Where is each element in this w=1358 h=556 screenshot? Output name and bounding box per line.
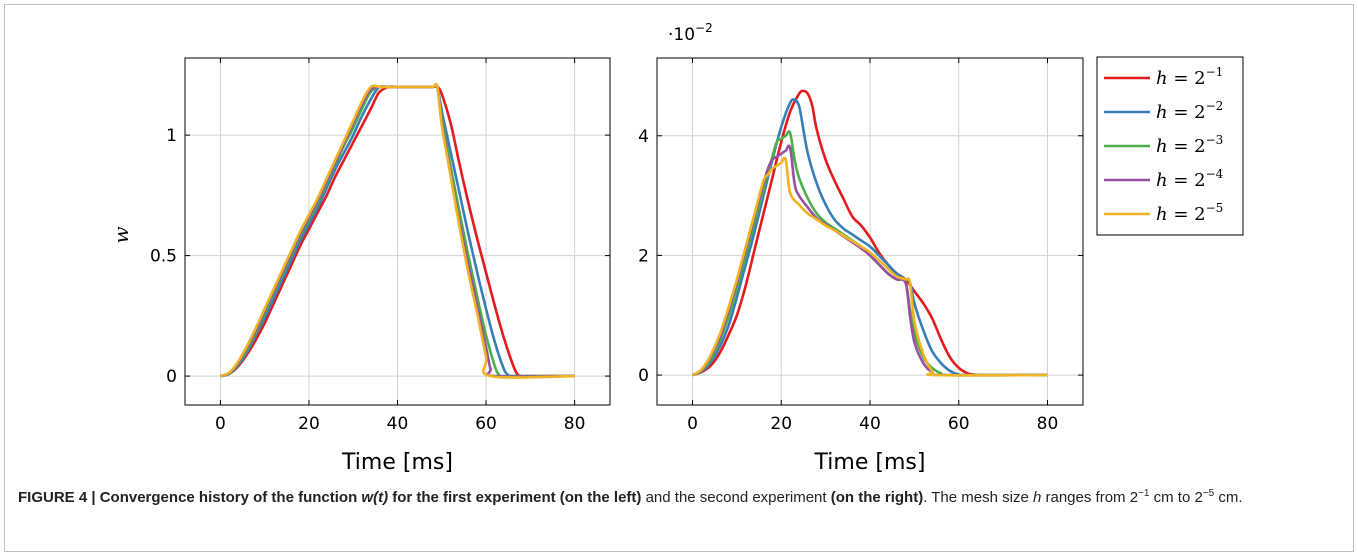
series-right <box>691 89 1048 377</box>
x-tick-label: 40 <box>859 414 881 434</box>
caption-text-2: . The mesh size <box>923 489 1033 506</box>
caption-bold-1: Convergence history of the function <box>99 489 362 506</box>
ticks-left: 0 20 40 60 80 0 0.5 1 <box>150 58 610 434</box>
caption-bold-3: (on the right) <box>830 489 924 506</box>
caption-function: w(t) <box>361 489 389 506</box>
caption-text-5: cm. <box>1214 489 1243 506</box>
legend-eq: = 2 <box>1168 102 1206 123</box>
legend-eq: = 2 <box>1168 136 1206 157</box>
legend-var: h <box>1156 204 1168 225</box>
caption-exp-1: −1 <box>1138 488 1150 499</box>
series-line-1 <box>220 85 575 378</box>
legend-exp: −5 <box>1206 201 1224 215</box>
x-tick-label: 20 <box>298 414 320 434</box>
series-line-1 <box>692 89 1048 377</box>
x-tick-label: 60 <box>948 414 970 434</box>
x-tick-label: 0 <box>215 414 226 434</box>
legend-var: h <box>1156 170 1168 191</box>
legend-var: h <box>1156 136 1168 157</box>
scale-base: ·10 <box>668 25 695 45</box>
legend-label-1: h = 2−1 <box>1156 65 1223 89</box>
x-tick-label: 80 <box>564 414 586 434</box>
series-left <box>219 82 575 379</box>
legend-eq: = 2 <box>1168 204 1206 225</box>
y-tick-label: 0 <box>166 367 177 387</box>
legend-label-3: h = 2−3 <box>1156 133 1223 157</box>
x-tick-label: 20 <box>770 414 792 434</box>
chart-left: 0 20 40 60 80 0 0.5 1 Time [ms] w <box>109 57 611 475</box>
legend-var: h <box>1156 68 1168 89</box>
y-axis-label-left: w <box>109 226 133 243</box>
ticks-right: 0 20 40 60 80 0 2 4 <box>638 58 1083 434</box>
x-axis-label-left: Time [ms] <box>341 450 453 475</box>
legend: h = 2−1h = 2−2h = 2−3h = 2−4h = 2−5 <box>1096 56 1244 236</box>
legend-exp: −1 <box>1206 65 1224 79</box>
y-tick-label: 4 <box>638 127 649 147</box>
caption-bold-2: for the first experiment (on the left) <box>388 489 642 506</box>
series-line-5 <box>691 156 1048 377</box>
scale-exponent: −2 <box>695 21 713 35</box>
series-line-5 <box>219 82 575 379</box>
caption-label: FIGURE 4 | <box>18 489 100 506</box>
legend-exp: −4 <box>1206 167 1224 181</box>
caption-var-h: h <box>1032 489 1042 506</box>
y-tick-label: 2 <box>638 246 649 266</box>
caption-text-4: cm to 2 <box>1149 489 1203 506</box>
y-tick-label: 1 <box>166 126 177 146</box>
legend-label-5: h = 2−5 <box>1156 201 1223 225</box>
x-tick-label: 60 <box>475 414 497 434</box>
caption-text-1: and the second experiment <box>641 489 831 506</box>
y-scale-factor: ·10−2 <box>668 21 713 45</box>
legend-label-4: h = 2−4 <box>1156 167 1224 191</box>
legend-eq: = 2 <box>1168 68 1206 89</box>
legend-exp: −2 <box>1206 99 1224 113</box>
x-tick-label: 80 <box>1037 414 1059 434</box>
figure-caption: FIGURE 4 | Convergence history of the fu… <box>18 488 1338 508</box>
caption-exp-2: −5 <box>1202 488 1215 499</box>
y-tick-label: 0.5 <box>150 247 177 267</box>
x-tick-label: 40 <box>387 414 409 434</box>
legend-var: h <box>1156 102 1168 123</box>
chart-right: 0 20 40 60 80 0 2 4 Time [ms] ·10−2 <box>638 21 1084 475</box>
x-tick-label: 0 <box>687 414 698 434</box>
series-line-2 <box>692 98 1048 377</box>
x-axis-label-right: Time [ms] <box>814 450 926 475</box>
caption-text-3: ranges from 2 <box>1041 489 1139 506</box>
legend-label-2: h = 2−2 <box>1156 99 1223 123</box>
legend-exp: −3 <box>1206 133 1224 147</box>
legend-eq: = 2 <box>1168 170 1206 191</box>
y-tick-label: 0 <box>638 366 649 386</box>
legend-items: h = 2−1h = 2−2h = 2−3h = 2−4h = 2−5 <box>1104 65 1224 225</box>
